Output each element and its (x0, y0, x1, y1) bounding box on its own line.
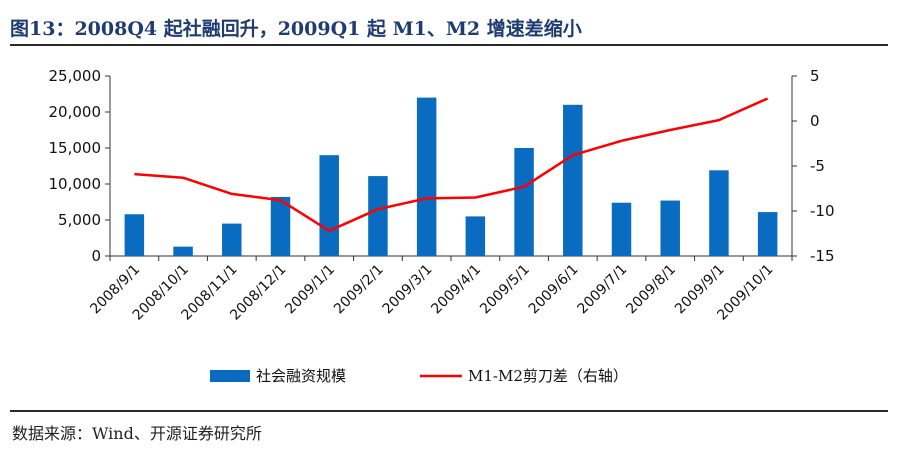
x-tick-label: 2009/8/1 (623, 262, 679, 318)
bar (514, 148, 534, 256)
chart-title: 图13：2008Q4 起社融回升，2009Q1 起 M1、M2 增速差缩小 (10, 18, 582, 40)
combo-chart: 0 5,000 10,000 15,000 20,000 25,000 -15 -10 -5 0 5… (49, 67, 835, 385)
bar (270, 196, 291, 256)
bar (368, 176, 388, 256)
legend-label-line: M1-M2剪刀差（右轴） (468, 367, 628, 385)
y-left-tick-label: 10,000 (49, 175, 102, 193)
x-tick-label: 2009/6/1 (526, 262, 582, 318)
y-right-tick-label: -15 (810, 247, 835, 265)
bar (465, 216, 486, 256)
source-note: 数据来源：Wind、开源证券研究所 (12, 424, 262, 443)
line-series-m1-m2 (134, 97, 769, 233)
source-rule (10, 410, 888, 412)
y-left-tick-label: 25,000 (49, 67, 102, 85)
bar (222, 223, 242, 256)
bar (319, 155, 339, 256)
bar (173, 246, 193, 256)
bar (124, 214, 145, 256)
bar (660, 200, 680, 256)
y-left-tick-label: 20,000 (49, 103, 102, 121)
y-right-tick-label: -10 (810, 202, 835, 220)
legend-swatch-bar (210, 370, 250, 382)
x-tick-label: 2009/5/1 (477, 262, 533, 318)
title-rule (10, 44, 888, 46)
y-left-tick-label: 15,000 (49, 139, 102, 157)
bar (757, 212, 778, 256)
x-tick-label: 2009/3/1 (380, 262, 436, 318)
legend-label-bar: 社会融资规模 (256, 367, 346, 385)
y-left-tick-label: 5,000 (58, 211, 101, 229)
bar (611, 202, 632, 256)
x-tick-label: 2009/4/1 (428, 262, 484, 318)
y-right-tick-label: -5 (810, 157, 825, 175)
y-left-tick-label: 0 (91, 247, 101, 265)
x-tick-label: 2009/7/1 (575, 262, 631, 318)
x-tick-label: 2009/2/1 (331, 262, 387, 318)
bar (709, 170, 729, 256)
y-right-tick-label: 5 (810, 67, 820, 85)
x-tick-label: 2009/1/1 (282, 262, 338, 318)
bar (563, 104, 583, 256)
y-right-tick-label: 0 (810, 112, 820, 130)
bar (416, 97, 437, 256)
